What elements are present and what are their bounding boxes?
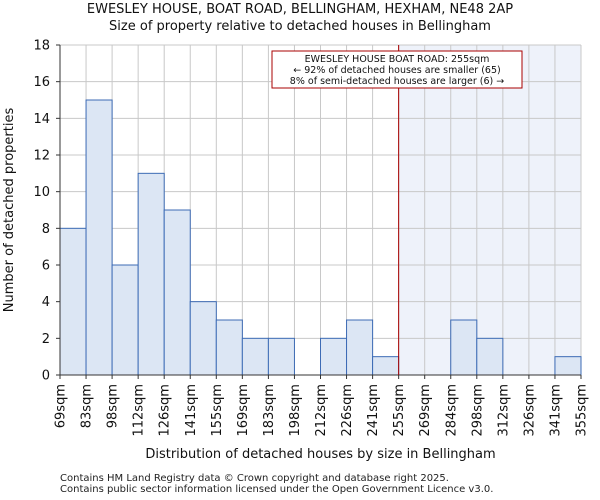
bar (215, 319, 243, 376)
y-tick-label: 10 (33, 185, 50, 200)
y-tick-label: 12 (33, 149, 50, 164)
x-tick-label: 212sqm (314, 384, 329, 437)
x-tick-label: 155sqm (210, 384, 225, 437)
x-tick-label: 341sqm (548, 384, 563, 437)
x-tick-label: 198sqm (288, 384, 303, 437)
bar (163, 209, 191, 376)
annotation-box (271, 50, 523, 89)
x-tick-label: 355sqm (575, 384, 590, 437)
y-axis-title: Number of detached properties (2, 108, 17, 313)
bar (346, 319, 374, 376)
bar (137, 172, 165, 376)
annotation-line: 8% of semi-detached houses are larger (6… (290, 76, 504, 87)
x-tick-label: 284sqm (444, 384, 459, 437)
x-tick-label: 183sqm (262, 384, 277, 437)
y-tick-label: 16 (33, 75, 50, 90)
bar (241, 337, 269, 376)
y-tick-label: 18 (33, 39, 50, 54)
x-tick-label: 269sqm (418, 384, 433, 437)
x-tick-label: 83sqm (80, 384, 95, 428)
x-axis-title: Distribution of detached houses by size … (145, 447, 495, 462)
x-tick-label: 298sqm (470, 384, 485, 437)
x-tick-label: 141sqm (184, 384, 199, 437)
x-tick-label: 226sqm (340, 384, 355, 437)
footer-licence: Contains public sector information licen… (60, 484, 494, 495)
bar (85, 99, 113, 376)
bar (267, 337, 295, 376)
x-tick-label: 326sqm (522, 384, 537, 437)
bar (320, 337, 348, 376)
y-tick-label: 8 (42, 222, 50, 237)
y-tick-label: 14 (33, 112, 50, 127)
bar (476, 337, 504, 376)
x-tick-label: 69sqm (54, 384, 69, 428)
annotation-line: ← 92% of detached houses are smaller (65… (293, 65, 500, 76)
bar (372, 356, 400, 376)
bar (59, 227, 87, 376)
highlight-region (398, 45, 581, 375)
chart-title: EWESLEY HOUSE, BOAT ROAD, BELLINGHAM, HE… (86, 2, 514, 17)
y-tick-label: 4 (42, 295, 50, 310)
footer-copyright: Contains HM Land Registry data © Crown c… (60, 473, 449, 484)
y-tick-label: 6 (42, 259, 50, 274)
y-tick-label: 0 (42, 369, 50, 384)
x-tick-label: 169sqm (236, 384, 251, 437)
annotation-line: EWESLEY HOUSE BOAT ROAD: 255sqm (305, 54, 490, 65)
x-tick-label: 98sqm (106, 384, 121, 428)
x-tick-label: 112sqm (132, 384, 147, 437)
x-tick-label: 255sqm (392, 384, 407, 437)
bar (450, 319, 478, 376)
x-tick-label: 312sqm (496, 384, 511, 437)
bar (189, 301, 217, 376)
bar (554, 356, 582, 376)
x-tick-label: 126sqm (158, 384, 173, 437)
bar (111, 264, 139, 376)
x-tick-label: 241sqm (366, 384, 381, 437)
chart-subtitle: Size of property relative to detached ho… (109, 19, 491, 34)
y-tick-label: 2 (42, 332, 50, 347)
